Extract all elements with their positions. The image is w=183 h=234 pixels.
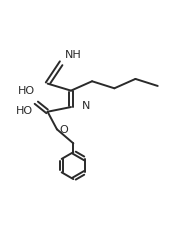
Text: HO: HO	[16, 106, 33, 116]
Text: N: N	[82, 101, 90, 111]
Text: O: O	[60, 125, 69, 135]
Text: NH: NH	[65, 50, 82, 60]
Text: HO: HO	[18, 86, 35, 96]
